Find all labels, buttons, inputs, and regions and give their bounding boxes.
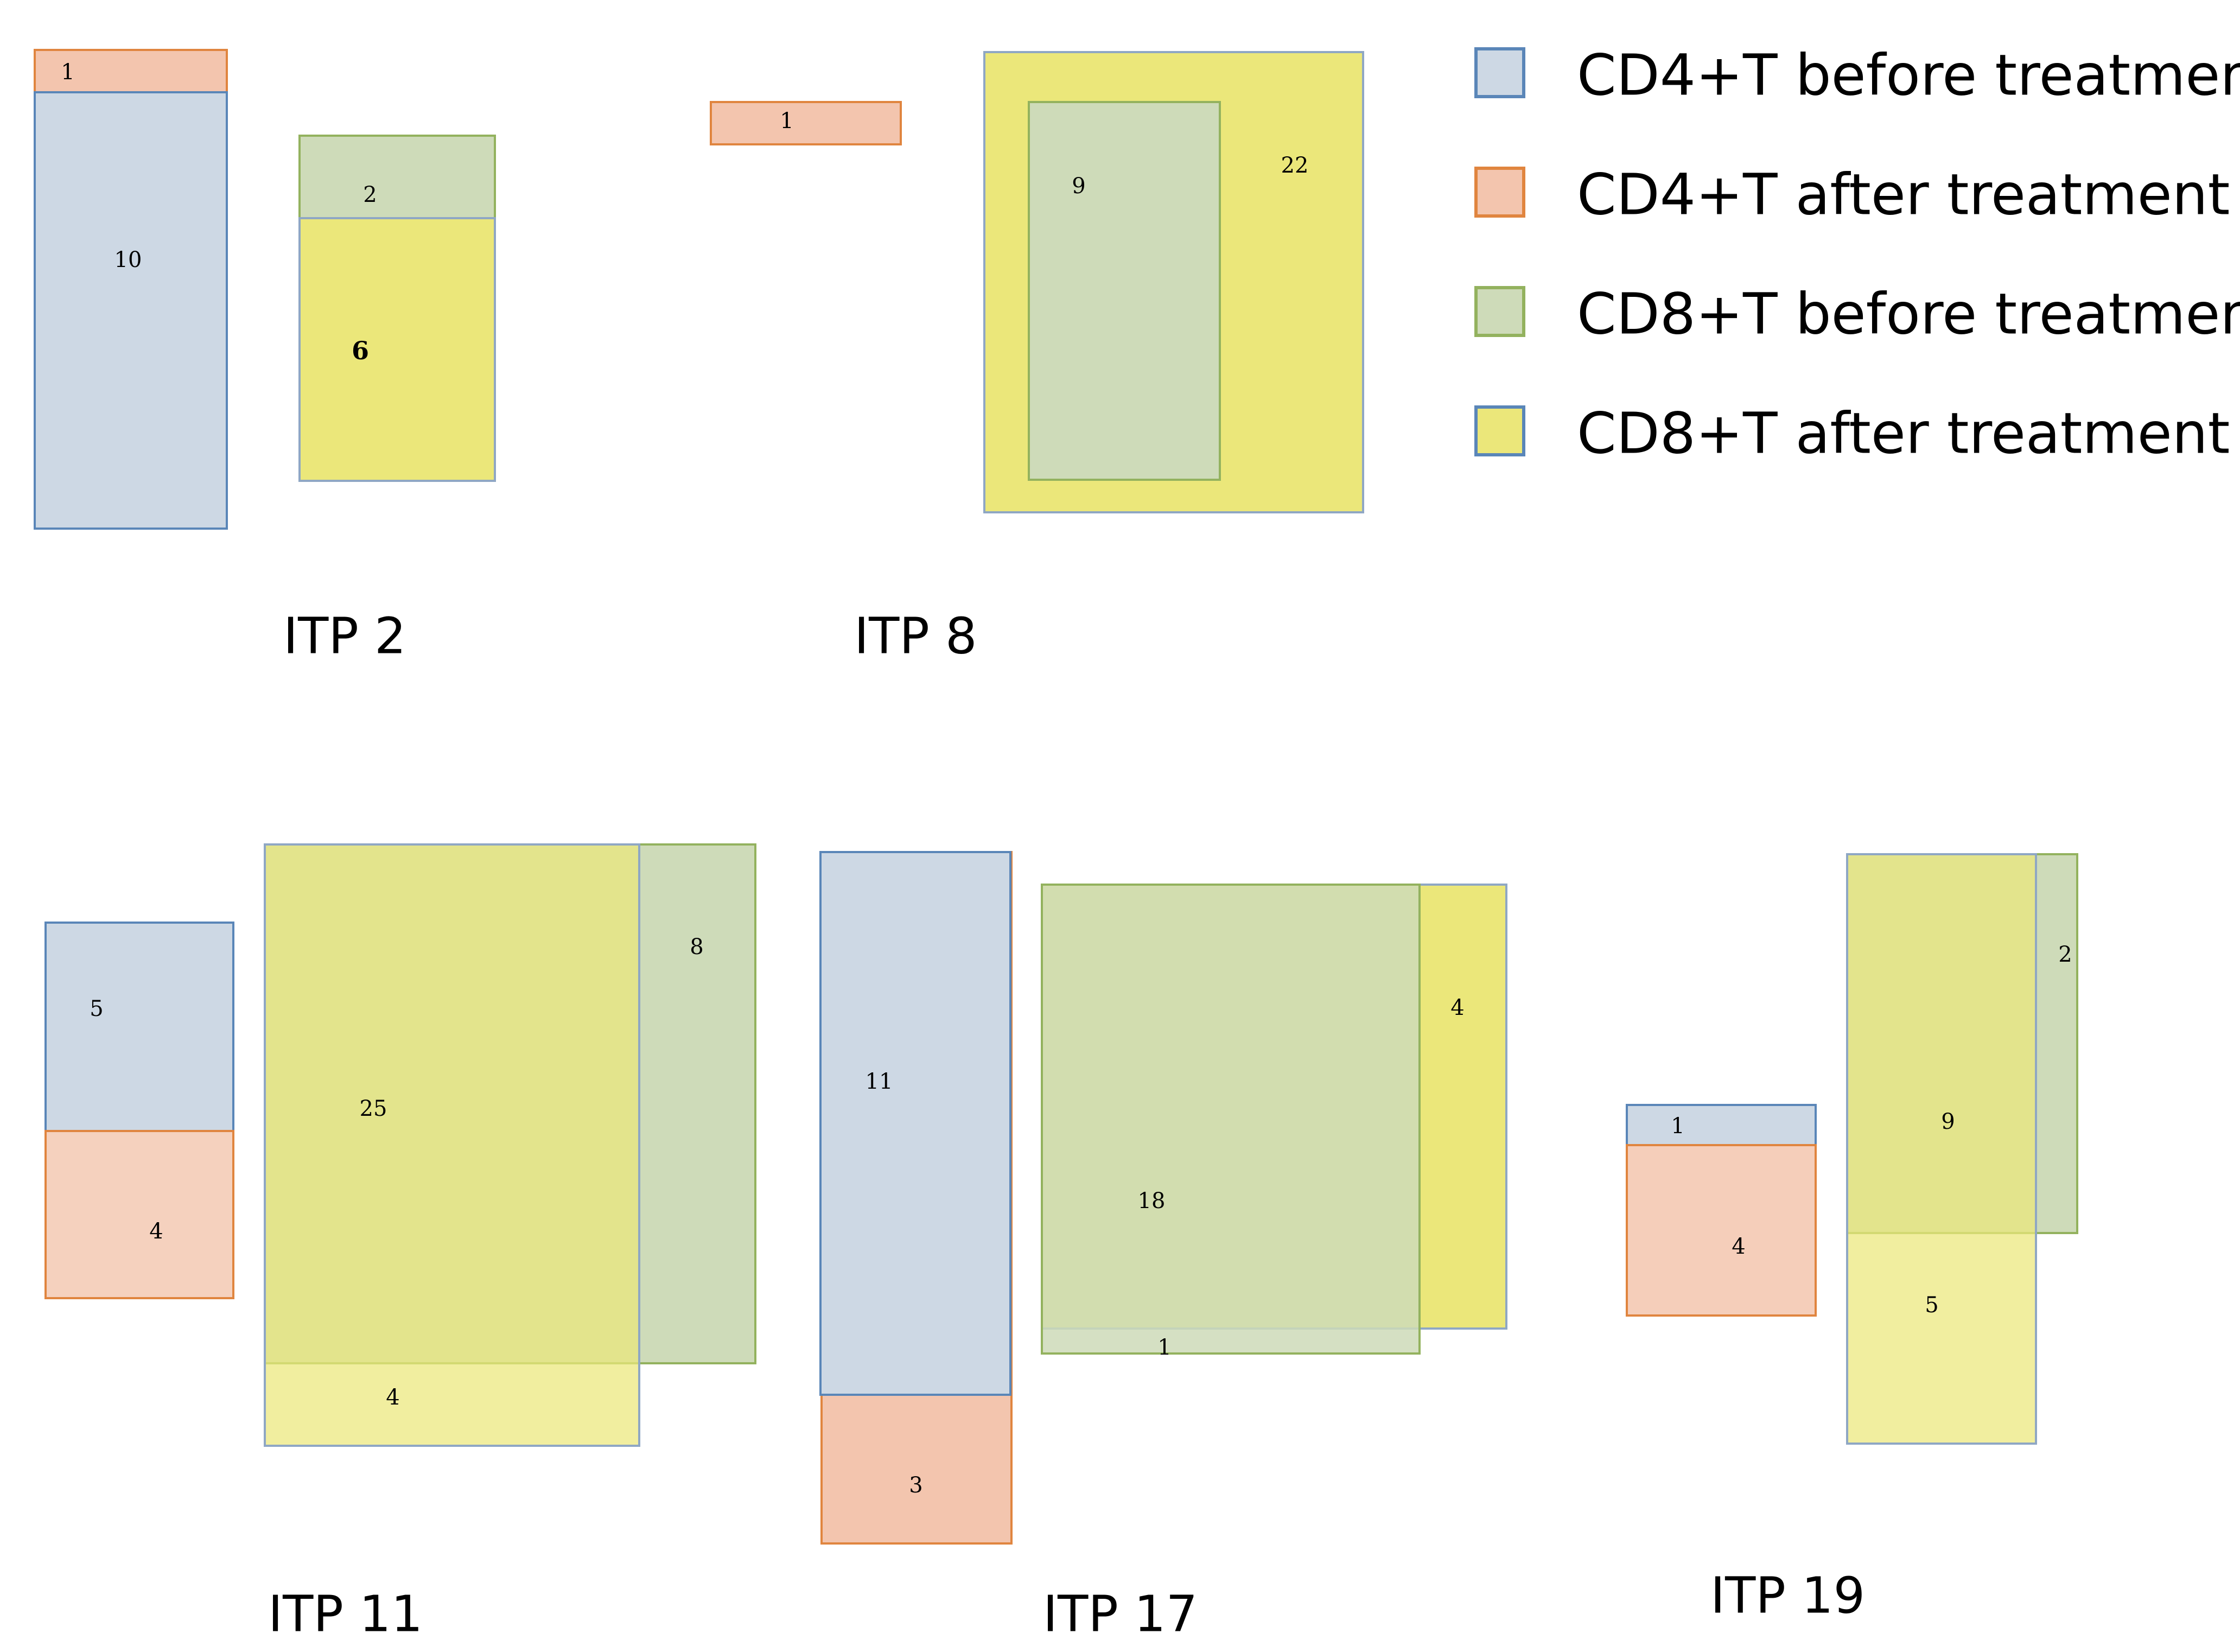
- itp17-cd8-shared-value: 18: [1138, 1189, 1166, 1213]
- panel-title-itp-2: ITP 2: [283, 607, 406, 665]
- itp11-cd8-shared-value: 25: [360, 1096, 387, 1121]
- itp2-cd8-after-value: 6: [352, 336, 369, 365]
- itp19-cd8-after-value: 5: [1925, 1293, 1938, 1318]
- panel-title-itp-19: ITP 19: [1710, 1566, 1865, 1624]
- itp19-cd8-before-value: 2: [2058, 942, 2072, 967]
- panel-itp-11: 5 4 25 8 4 ITP 11: [44, 843, 756, 1643]
- itp11-cd8-after-rect: [264, 843, 640, 1447]
- legend-item-cd4-before: CD4+T before treatment: [1474, 42, 2240, 108]
- itp8-cd8-before-value: 9: [1072, 174, 1085, 199]
- legend-swatch-cd8-before: [1474, 286, 1525, 337]
- itp11-cd4-before-rect: [44, 922, 234, 1132]
- itp11-cd8-before-value: 8: [690, 935, 703, 960]
- legend-item-cd4-after: CD4+T after treatment: [1474, 161, 2230, 227]
- panel-itp-2: 1 10 2 6 ITP 2: [34, 49, 496, 665]
- itp2-cd4-before-value: 10: [114, 247, 142, 272]
- itp8-cd4-after-rect: [710, 101, 902, 145]
- itp11-cd4-before-value: 5: [90, 996, 103, 1021]
- panel-itp-19: 1 4 9 2 5 ITP 19: [1626, 853, 2078, 1624]
- panel-itp-17: 11 3 18 4 1 ITP 17: [819, 851, 1507, 1643]
- legend-item-cd8-after: CD8+T after treatment: [1474, 400, 2230, 466]
- legend-label-cd4-after: CD4+T after treatment: [1577, 161, 2230, 227]
- legend-label-cd8-after: CD8+T after treatment: [1577, 400, 2230, 466]
- itp19-cd4-after-value: 4: [1732, 1234, 1745, 1259]
- itp19-cd4-before-value: 1: [1671, 1114, 1684, 1139]
- itp8-cd8-before-rect: [1028, 101, 1221, 481]
- itp17-cd8-before-rect: [1041, 884, 1421, 1355]
- legend: CD4+T before treatment CD4+T after treat…: [1474, 42, 2240, 466]
- panel-title-itp-8: ITP 8: [854, 607, 977, 665]
- itp2-cd4-before-rect: [34, 91, 228, 530]
- itp11-cd4-after-value: 4: [149, 1219, 163, 1244]
- legend-label-cd8-before: CD8+T before treatment: [1577, 281, 2240, 347]
- itp2-cd8-before-rect: [298, 135, 496, 219]
- itp19-cd8-after-rect: [1846, 853, 2037, 1445]
- panel-title-itp-11: ITP 11: [268, 1585, 423, 1643]
- itp11-cd8-after-value: 4: [386, 1385, 399, 1410]
- legend-swatch-cd4-before: [1474, 47, 1525, 98]
- itp19-cd4-after-rect: [1626, 1144, 1817, 1317]
- itp8-cd8-after-value: 22: [1281, 153, 1309, 178]
- panel-itp-8: 1 9 22 ITP 8: [710, 51, 1364, 665]
- itp2-cd4-after-rect: [34, 49, 228, 93]
- itp2-cd4-after-value: 1: [61, 60, 74, 85]
- itp17-cd8-after-value: 4: [1450, 995, 1464, 1020]
- legend-item-cd8-before: CD8+T before treatment: [1474, 281, 2240, 347]
- itp8-cd4-after-value: 1: [780, 109, 793, 134]
- itp17-cd8-before-value: 1: [1157, 1335, 1171, 1360]
- legend-label-cd4-before: CD4+T before treatment: [1577, 42, 2240, 108]
- legend-swatch-cd8-after: [1474, 405, 1525, 456]
- legend-swatch-cd4-after: [1474, 167, 1525, 218]
- itp17-cd4-before-rect: [819, 851, 1011, 1396]
- itp2-cd8-after-rect: [298, 217, 496, 482]
- itp19-cd4-before-rect: [1626, 1104, 1817, 1146]
- itp17-cd4-after-value: 3: [909, 1473, 922, 1498]
- itp11-cd4-after-rect: [44, 1130, 234, 1299]
- panel-title-itp-17: ITP 17: [1043, 1585, 1198, 1643]
- itp2-cd8-before-value: 2: [363, 182, 377, 207]
- itp17-cd4-before-value: 11: [866, 1069, 893, 1094]
- itp19-cd8-shared-value: 9: [1941, 1109, 1955, 1134]
